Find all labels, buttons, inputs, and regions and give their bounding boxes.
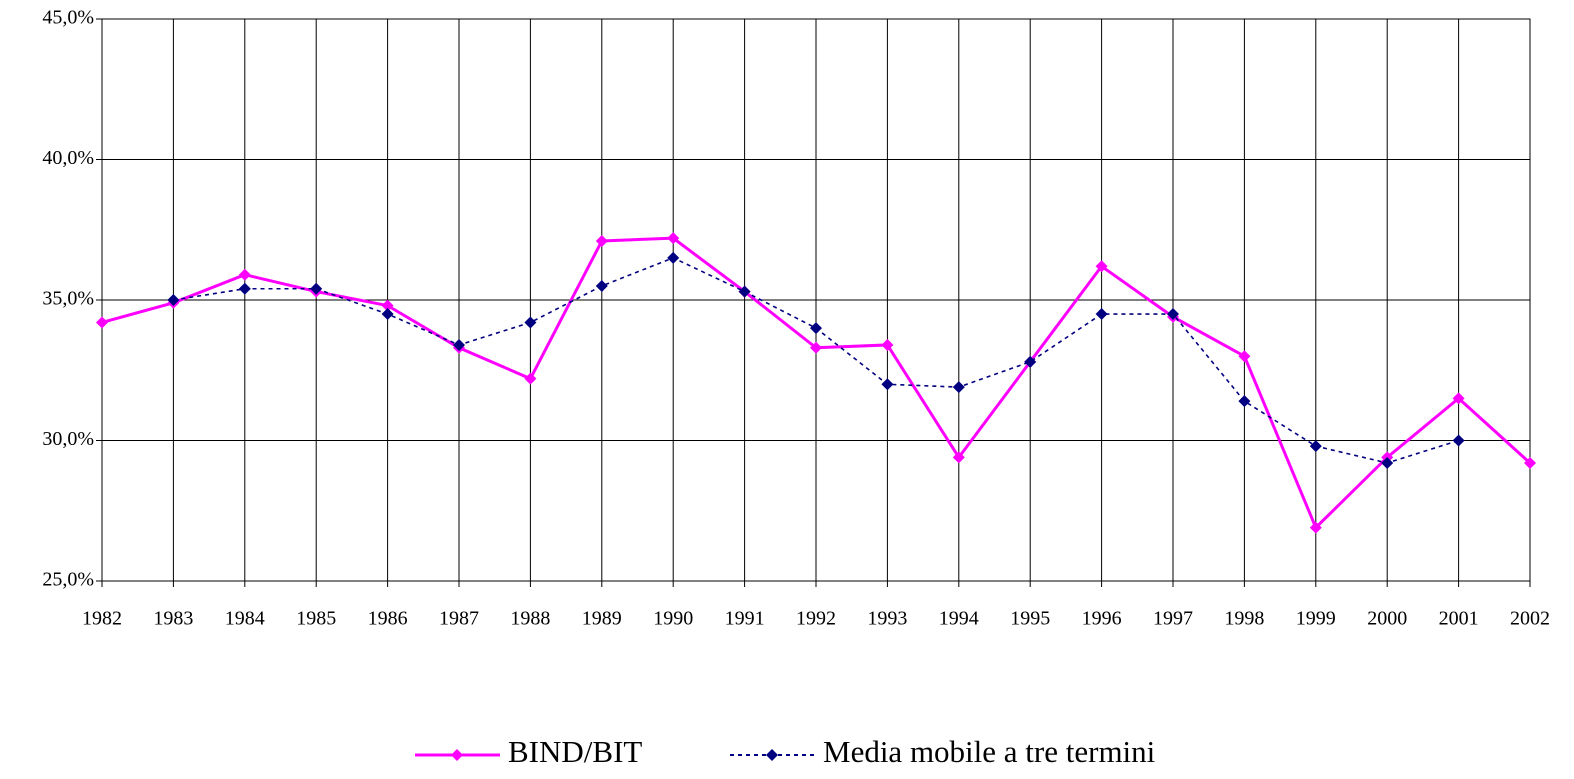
legend-label: Media mobile a tre termini	[823, 734, 1156, 769]
y-tick-label: 35,0%	[42, 288, 94, 310]
x-tick-label: 1999	[1296, 608, 1336, 630]
marker	[667, 232, 680, 245]
x-tick-label: 1983	[153, 608, 193, 630]
x-tick-label: 1991	[725, 608, 765, 630]
y-tick-label: 25,0%	[42, 569, 94, 591]
x-tick-label: 2001	[1439, 608, 1479, 630]
marker	[310, 282, 323, 295]
x-tick-label: 1994	[939, 608, 979, 630]
legend-label: BIND/BIT	[508, 734, 642, 769]
x-tick-label: 1998	[1224, 608, 1264, 630]
marker	[810, 322, 822, 335]
marker	[810, 341, 822, 354]
marker	[881, 378, 894, 391]
marker	[524, 372, 537, 385]
marker	[667, 251, 680, 264]
x-tick-label: 1996	[1082, 608, 1122, 630]
x-tick-label: 2000	[1367, 608, 1407, 630]
x-tick-label: 1989	[582, 608, 622, 630]
marker	[952, 381, 965, 394]
marker	[1524, 456, 1536, 469]
marker	[881, 338, 894, 351]
marker	[738, 285, 751, 298]
x-tick-label: 1992	[796, 608, 836, 630]
marker	[1238, 395, 1251, 408]
marker	[1452, 434, 1465, 447]
x-tick-label: 1987	[439, 608, 479, 630]
marker	[595, 234, 608, 247]
marker	[1238, 350, 1251, 363]
y-tick-label: 45,0%	[42, 7, 94, 29]
marker	[453, 338, 465, 351]
marker	[1381, 456, 1394, 469]
x-tick-label: 1984	[225, 608, 265, 630]
marker	[952, 451, 965, 464]
marker	[96, 316, 108, 329]
marker	[167, 294, 180, 306]
marker	[524, 316, 537, 329]
marker	[1167, 308, 1179, 321]
marker	[1095, 308, 1108, 321]
x-tick-label: 2002	[1510, 608, 1550, 630]
x-tick-label: 1997	[1153, 608, 1193, 630]
marker	[238, 268, 251, 281]
x-tick-label: 1993	[867, 608, 907, 630]
x-tick-label: 1995	[1010, 608, 1050, 630]
marker	[1024, 355, 1037, 368]
marker	[1452, 392, 1465, 405]
marker	[1095, 260, 1108, 273]
x-tick-label: 1982	[82, 608, 122, 630]
y-tick-label: 30,0%	[42, 428, 94, 450]
x-tick-label: 1990	[653, 608, 693, 630]
marker	[238, 282, 251, 295]
x-tick-label: 1986	[368, 608, 408, 630]
legend-marker	[766, 749, 778, 761]
marker	[381, 299, 394, 312]
marker	[595, 279, 608, 292]
x-tick-label: 1985	[296, 608, 336, 630]
marker	[1309, 521, 1322, 534]
x-tick-label: 1988	[510, 608, 550, 630]
marker	[1309, 440, 1322, 453]
y-tick-label: 40,0%	[42, 147, 94, 169]
marker	[381, 308, 394, 321]
legend-marker	[451, 749, 463, 761]
